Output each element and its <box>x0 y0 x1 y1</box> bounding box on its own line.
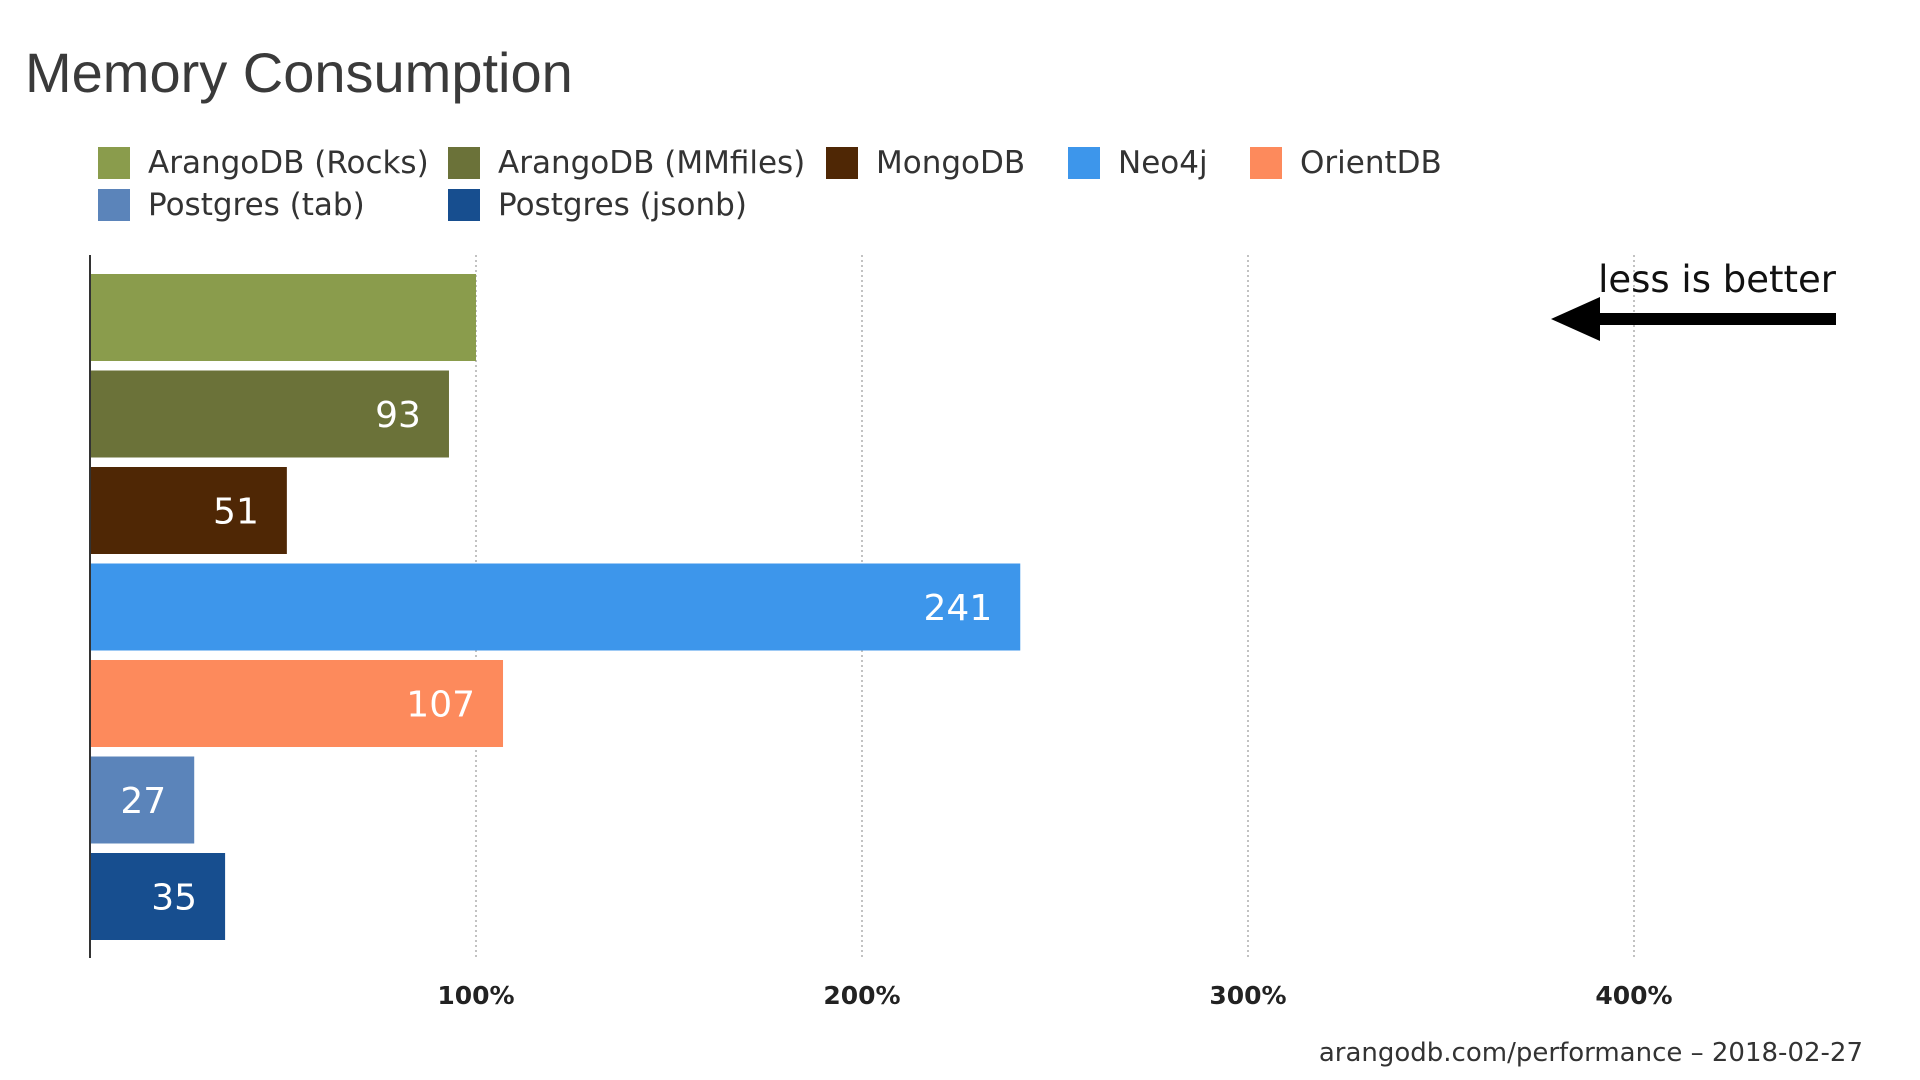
bar <box>90 274 476 361</box>
legend-label: Postgres (tab) <box>148 187 365 223</box>
bar <box>90 370 449 458</box>
x-tick-label: 100% <box>437 981 514 1010</box>
legend-label: ArangoDB (Rocks) <box>148 145 429 181</box>
legend-item: Postgres (jsonb) <box>448 187 747 223</box>
annotation-text: less is better <box>1598 258 1837 301</box>
data-label: 93 <box>375 395 421 436</box>
legend-label: OrientDB <box>1300 145 1442 181</box>
footer-note: arangodb.com/performance – 2018-02-27 <box>1318 1038 1863 1068</box>
legend-item: MongoDB <box>826 145 1025 181</box>
bars <box>90 274 1021 940</box>
bar <box>90 756 195 844</box>
bar <box>90 660 504 747</box>
x-tick-label: 300% <box>1209 981 1286 1010</box>
annotation-group: less is better <box>1551 258 1837 341</box>
data-label: 35 <box>151 878 197 919</box>
data-label: 241 <box>924 588 993 629</box>
legend-swatch <box>448 189 480 221</box>
legend-label: ArangoDB (MMfiles) <box>498 145 806 181</box>
legend-item: ArangoDB (MMfiles) <box>448 145 805 181</box>
legend-item: ArangoDB (Rocks) <box>98 145 429 181</box>
bar <box>90 563 1021 651</box>
legend-label: Postgres (jsonb) <box>498 187 747 223</box>
legend-swatch <box>1250 147 1282 179</box>
legend-swatch <box>448 147 480 179</box>
chart-title: Memory Consumption <box>25 41 573 104</box>
data-label: 27 <box>120 781 166 822</box>
legend-label: MongoDB <box>876 145 1026 181</box>
legend-item: Neo4j <box>1068 145 1208 181</box>
legend-item: OrientDB <box>1250 145 1442 181</box>
x-tick-label: 200% <box>823 981 900 1010</box>
legend-swatch <box>98 189 130 221</box>
bar <box>90 467 287 554</box>
legend-item: Postgres (tab) <box>98 187 365 223</box>
legend-swatch <box>1068 147 1100 179</box>
legend-swatch <box>826 147 858 179</box>
x-tick-labels: 100% 200% 300% 400% <box>437 981 1672 1010</box>
x-tick-label: 400% <box>1595 981 1672 1010</box>
left-arrow-icon <box>1551 297 1836 341</box>
data-label: 107 <box>406 685 475 726</box>
data-label: 51 <box>213 492 259 533</box>
legend-swatch <box>98 147 130 179</box>
legend-label: Neo4j <box>1118 145 1208 181</box>
legend: ArangoDB (Rocks) ArangoDB (MMfiles) MongoD… <box>98 145 1798 235</box>
bar <box>90 853 226 940</box>
data-labels: 93 51 241 107 27 35 <box>120 395 992 919</box>
